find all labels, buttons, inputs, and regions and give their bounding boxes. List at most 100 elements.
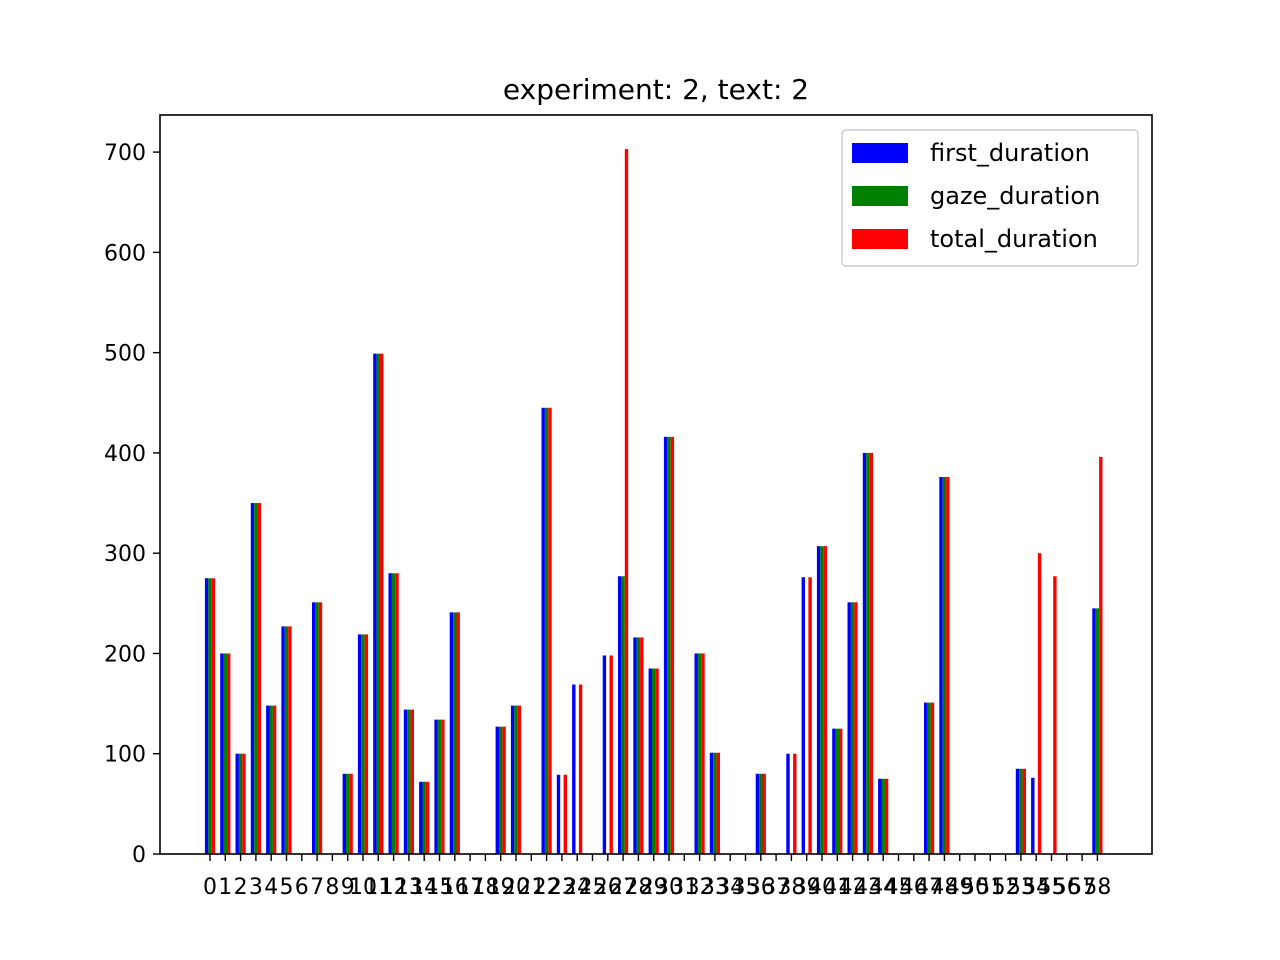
bar-first_duration-1 bbox=[220, 653, 224, 854]
x-tick-label: 10 bbox=[349, 875, 377, 900]
bar-total_duration-16 bbox=[456, 612, 460, 854]
bar-first_duration-13 bbox=[403, 709, 408, 854]
x-tick-label: 20 bbox=[502, 875, 530, 900]
x-tick-label: 54 bbox=[1022, 875, 1050, 900]
bar-first_duration-11 bbox=[373, 353, 377, 854]
x-tick-label: 16 bbox=[441, 875, 469, 900]
y-tick-label: 100 bbox=[104, 743, 146, 768]
legend-swatch-total_duration bbox=[852, 229, 908, 249]
x-tick-label: 37 bbox=[762, 875, 790, 900]
bar-gaze_duration-4 bbox=[269, 705, 273, 854]
bar-total_duration-53 bbox=[1022, 768, 1026, 854]
bar-gaze_duration-53 bbox=[1019, 768, 1023, 854]
bar-total_duration-48 bbox=[946, 476, 950, 854]
bar-total_duration-55 bbox=[1053, 576, 1057, 854]
y-tick-label: 200 bbox=[104, 642, 146, 667]
x-tick-label: 17 bbox=[456, 875, 484, 900]
bar-gaze_duration-40 bbox=[820, 546, 824, 854]
x-tick-label: 50 bbox=[961, 875, 989, 900]
x-tick-label: 5 bbox=[280, 875, 294, 900]
bar-first_duration-22 bbox=[541, 407, 545, 854]
x-tick-label: 23 bbox=[548, 875, 576, 900]
bar-total_duration-11 bbox=[380, 353, 384, 854]
bar-first_duration-29 bbox=[648, 668, 652, 854]
x-tick-label: 1 bbox=[218, 875, 232, 900]
legend: first_duration gaze_duration total_duratio… bbox=[841, 129, 1139, 267]
x-tick-label: 2 bbox=[234, 875, 248, 900]
bar-first_duration-0 bbox=[204, 578, 209, 854]
bar-gaze_duration-9 bbox=[346, 773, 350, 854]
bar-first_duration-43 bbox=[862, 452, 867, 854]
x-tick-label: 45 bbox=[885, 875, 913, 900]
bar-gaze_duration-29 bbox=[652, 668, 656, 854]
legend-frame bbox=[841, 129, 1139, 267]
legend-swatch-gaze_duration bbox=[852, 186, 908, 206]
x-tick-label: 32 bbox=[686, 875, 714, 900]
x-tick-label: 51 bbox=[976, 875, 1004, 900]
bar-first_duration-48 bbox=[939, 476, 943, 854]
bar-total_duration-3 bbox=[257, 503, 261, 854]
bar-gaze_duration-15 bbox=[437, 719, 442, 854]
bar-total_duration-13 bbox=[410, 709, 414, 854]
x-tick-label: 26 bbox=[594, 875, 622, 900]
bar-total_duration-32 bbox=[701, 653, 705, 854]
bar-first_duration-20 bbox=[510, 705, 515, 854]
bars-group bbox=[204, 149, 1103, 855]
y-tick-label: 500 bbox=[104, 342, 146, 367]
x-tick-label: 34 bbox=[716, 875, 744, 900]
x-tick-label: 12 bbox=[380, 875, 408, 900]
x-tick-label: 15 bbox=[426, 875, 454, 900]
bar-total_duration-26 bbox=[609, 655, 613, 854]
bar-first_duration-39 bbox=[801, 577, 805, 854]
x-tick-label: 49 bbox=[946, 875, 974, 900]
bar-total_duration-1 bbox=[227, 653, 231, 854]
bar-total_duration-28 bbox=[640, 637, 644, 854]
y-tick-label: 600 bbox=[104, 241, 146, 266]
x-tick-label: 53 bbox=[1007, 875, 1035, 900]
bar-first_duration-3 bbox=[250, 503, 255, 854]
bar-total_duration-10 bbox=[364, 634, 369, 854]
bar-first_duration-19 bbox=[495, 726, 499, 854]
bar-gaze_duration-43 bbox=[866, 452, 870, 854]
bar-gaze_duration-33 bbox=[713, 752, 717, 854]
bar-total_duration-19 bbox=[502, 726, 506, 854]
x-tick-label: 8 bbox=[325, 875, 339, 900]
bar-gaze_duration-47 bbox=[927, 702, 931, 854]
bar-gaze_duration-28 bbox=[636, 637, 641, 854]
y-tick-label: 300 bbox=[104, 542, 146, 567]
bar-total_duration-14 bbox=[425, 781, 430, 854]
bar-gaze_duration-0 bbox=[208, 578, 212, 854]
x-tick-label: 47 bbox=[915, 875, 943, 900]
bar-first_duration-15 bbox=[434, 719, 438, 854]
x-tick-label: 52 bbox=[992, 875, 1020, 900]
x-tick-label: 31 bbox=[670, 875, 698, 900]
x-tick-label: 19 bbox=[487, 875, 515, 900]
x-tick-label: 9 bbox=[341, 875, 355, 900]
bar-total_duration-7 bbox=[318, 602, 323, 854]
bar-first_duration-14 bbox=[419, 781, 423, 854]
bar-total_duration-33 bbox=[716, 752, 720, 854]
bar-gaze_duration-12 bbox=[391, 573, 396, 854]
bar-first_duration-28 bbox=[633, 637, 637, 854]
x-tick-label: 13 bbox=[395, 875, 423, 900]
bar-gaze_duration-11 bbox=[376, 353, 380, 854]
x-tick-label: 14 bbox=[410, 875, 438, 900]
bar-total_duration-27 bbox=[624, 149, 629, 855]
bar-gaze_duration-5 bbox=[284, 626, 289, 854]
bar-gaze_duration-41 bbox=[835, 728, 839, 854]
x-tick-label: 35 bbox=[732, 875, 760, 900]
plot-frame bbox=[159, 114, 1153, 855]
bar-first_duration-26 bbox=[602, 655, 607, 854]
bar-total_duration-29 bbox=[655, 668, 659, 854]
legend-label-total_duration: total_duration bbox=[930, 225, 1098, 253]
legend-label-gaze_duration: gaze_duration bbox=[930, 182, 1100, 210]
x-tick-label: 48 bbox=[930, 875, 958, 900]
x-tick-label: 3 bbox=[249, 875, 263, 900]
x-tick-label: 0 bbox=[203, 875, 217, 900]
bar-total_duration-2 bbox=[242, 753, 246, 854]
x-tick-label: 40 bbox=[808, 875, 836, 900]
bar-first_duration-10 bbox=[357, 634, 362, 854]
x-tick-label: 25 bbox=[579, 875, 607, 900]
bar-first_duration-42 bbox=[847, 602, 851, 854]
bar-gaze_duration-36 bbox=[759, 773, 763, 854]
